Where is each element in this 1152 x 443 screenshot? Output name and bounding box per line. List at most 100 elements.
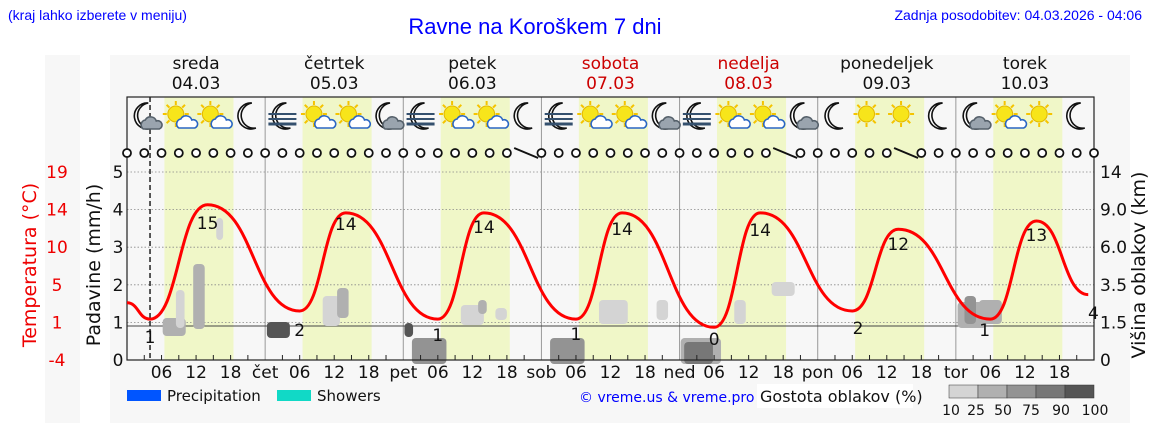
- sun-cloud-icon: [162, 101, 199, 129]
- svg-text:Precipitation: Precipitation: [167, 387, 261, 405]
- calm-wind-icon: [156, 148, 167, 158]
- day-date: 10.03: [1001, 74, 1050, 94]
- svg-text:pon: pon: [802, 363, 834, 383]
- region-hint: (kraj lahko izberete v meniju): [8, 7, 187, 23]
- precipitation-swatch: [127, 390, 161, 401]
- calm-wind-icon: [1037, 148, 1048, 158]
- sun-cloud-icon: [439, 101, 475, 129]
- calm-wind-icon: [933, 148, 944, 158]
- moon-icon: [927, 102, 947, 130]
- svg-text:100: 100: [1082, 403, 1109, 419]
- temperature-axis-panel: [45, 55, 80, 423]
- moon-icon: [237, 102, 257, 130]
- calm-wind-icon: [847, 148, 858, 158]
- svg-text:sob: sob: [526, 363, 556, 383]
- weather-icons: [133, 101, 1086, 130]
- svg-text:06: 06: [980, 363, 1002, 383]
- calm-wind-icon: [950, 148, 961, 158]
- calm-wind-icon: [691, 148, 702, 158]
- svg-text:6.0: 6.0: [1100, 238, 1127, 258]
- min-temp-label: 2: [853, 319, 864, 339]
- calm-wind-icon: [812, 148, 823, 158]
- svg-text:12: 12: [876, 363, 898, 383]
- calm-wind-icon: [363, 148, 374, 158]
- max-temp-label: 14: [473, 218, 495, 238]
- svg-text:4: 4: [1088, 304, 1099, 324]
- sun-cloud-icon: [473, 101, 510, 129]
- moon-fog-icon: [406, 102, 435, 130]
- calm-wind-icon: [242, 148, 253, 158]
- calm-wind-icon: [1054, 148, 1065, 158]
- svg-text:0: 0: [113, 351, 124, 371]
- sun-cloud-icon: [335, 101, 372, 129]
- temperature-line: [126, 203, 1089, 329]
- day-name: četrtek: [304, 54, 365, 74]
- cloud-blob: [266, 322, 290, 338]
- wind-barb-icon: [513, 147, 539, 159]
- calm-wind-icon: [830, 148, 840, 158]
- day-name: ponedeljek: [840, 54, 934, 74]
- svg-text:90: 90: [1052, 403, 1070, 419]
- svg-text:čet: čet: [252, 363, 279, 383]
- wind-barb-icon: [893, 147, 919, 159]
- max-temp-label: 12: [887, 235, 909, 255]
- cloud-blob: [964, 296, 977, 324]
- svg-text:10: 10: [46, 238, 68, 258]
- calm-wind-icon: [709, 148, 720, 158]
- calm-wind-icon: [501, 148, 512, 158]
- day-name: petek: [448, 54, 496, 74]
- svg-text:-4: -4: [49, 351, 66, 371]
- moon-cloud-icon: [789, 102, 820, 130]
- cloud-blob: [216, 218, 224, 240]
- svg-text:25: 25: [967, 403, 985, 419]
- cloud-density-swatch: [1035, 384, 1066, 399]
- calm-wind-icon: [553, 148, 564, 158]
- day-date: 07.03: [586, 74, 635, 94]
- cloud-blob: [656, 300, 669, 320]
- svg-text:50: 50: [994, 403, 1012, 419]
- cloud-density-swatch: [1064, 384, 1095, 399]
- moon-icon: [824, 102, 844, 130]
- wind-row: [122, 147, 1099, 159]
- svg-text:3.5: 3.5: [1100, 276, 1127, 296]
- calm-wind-icon: [1002, 148, 1013, 158]
- svg-text:pet: pet: [389, 363, 417, 383]
- sun-icon: [888, 101, 915, 127]
- svg-text:06: 06: [565, 363, 587, 383]
- calm-wind-icon: [191, 148, 201, 158]
- svg-text:Gostota oblakov (%): Gostota oblakov (%): [760, 387, 923, 406]
- svg-text:1: 1: [113, 313, 124, 333]
- cloud-blob: [495, 308, 507, 320]
- moon-fog-icon: [682, 102, 711, 130]
- calm-wind-icon: [761, 148, 771, 158]
- svg-text:06: 06: [427, 363, 449, 383]
- calm-wind-icon: [122, 148, 132, 158]
- svg-text:18: 18: [634, 363, 656, 383]
- sun-icon: [853, 101, 880, 127]
- cloud-blob: [322, 296, 340, 326]
- calm-wind-icon: [346, 148, 357, 158]
- min-temp-label: 1: [145, 328, 156, 348]
- max-temp-label: 15: [197, 214, 219, 234]
- svg-text:5: 5: [113, 163, 124, 183]
- svg-text:12: 12: [1014, 363, 1036, 383]
- day-date: 06.03: [448, 74, 497, 94]
- copyright-link[interactable]: © vreme.us & vreme.pro: [579, 390, 754, 406]
- sun-cloud-icon: [715, 101, 751, 129]
- cloud-blob: [771, 282, 795, 296]
- calm-wind-icon: [968, 148, 979, 158]
- plot-frame: [126, 96, 1095, 361]
- daylight-bands: [164, 97, 1063, 360]
- max-temp-label: 13: [1026, 226, 1048, 246]
- calm-wind-icon: [588, 148, 599, 158]
- sun-cloud-icon: [749, 101, 786, 129]
- day-name: torek: [1003, 54, 1047, 74]
- cloud-blob: [734, 300, 746, 324]
- showers-swatch: [277, 390, 311, 401]
- day-date: 08.03: [724, 74, 773, 94]
- calm-wind-icon: [381, 148, 391, 158]
- svg-text:12: 12: [600, 363, 622, 383]
- page-title: Ravne na Koroškem 7 dni: [408, 14, 662, 39]
- daylight-band: [716, 97, 787, 360]
- svg-text:tor: tor: [944, 363, 968, 383]
